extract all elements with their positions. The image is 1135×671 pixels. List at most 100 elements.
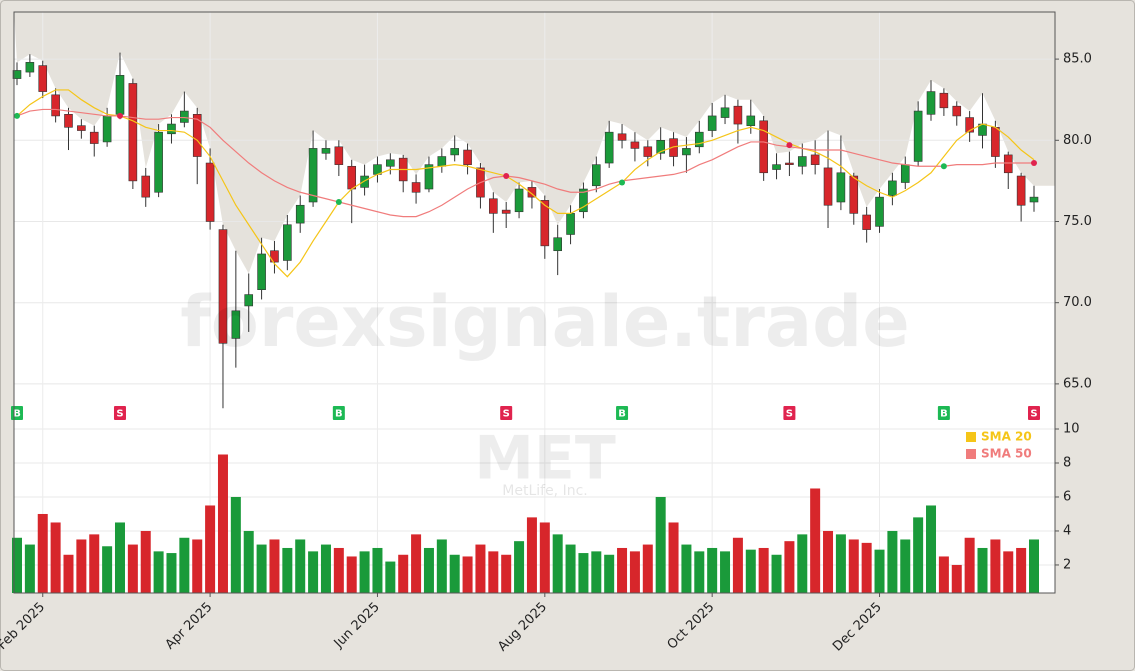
candle-body [360, 175, 369, 188]
signal-badge [1028, 406, 1040, 420]
volume-bar [642, 544, 653, 593]
signal-badge [332, 406, 345, 420]
signal-badge [500, 406, 513, 420]
volume-bar [655, 496, 666, 593]
y-tick-label: 75.0 [1063, 214, 1092, 229]
candle-body [244, 294, 254, 307]
candle-body [617, 133, 627, 141]
signal-dot [619, 179, 626, 186]
candle-body [501, 209, 511, 214]
candle-body [489, 198, 498, 214]
candle-body [965, 117, 974, 133]
candle-body [38, 65, 48, 92]
volume-bar [707, 547, 718, 593]
candle-body [450, 148, 459, 156]
signal-label: B [940, 409, 948, 420]
volume-bar [372, 547, 383, 593]
volume-bar [604, 554, 615, 593]
candle-body [733, 105, 743, 125]
volume-bar [964, 537, 975, 593]
volume-bar [771, 554, 782, 593]
candle-body [952, 105, 962, 117]
candle-body [875, 196, 884, 227]
price-shade [14, 12, 1055, 274]
volume-bar [102, 546, 113, 593]
candle-body [115, 75, 125, 115]
candle-body [849, 175, 859, 214]
signal-dot [335, 199, 342, 206]
candle-body [630, 141, 640, 149]
candle-body [746, 115, 756, 126]
signal-dot [14, 112, 20, 119]
candle-body [527, 187, 537, 198]
candle-body [1016, 175, 1026, 206]
volume-bar [951, 564, 962, 593]
candle-body [102, 115, 112, 143]
candle-body [797, 156, 807, 167]
candle-body [926, 91, 936, 115]
candle-body [836, 172, 846, 203]
candle-body [51, 94, 60, 117]
volume-bar [217, 454, 228, 593]
volume-bar [758, 547, 769, 593]
y-tick-label: 70.0 [1063, 295, 1092, 310]
candle-body [540, 200, 550, 247]
volume-bar [552, 534, 563, 593]
volume-bar [398, 554, 409, 593]
candle-body [321, 148, 331, 154]
signal-dot [940, 163, 947, 170]
signal-badge [937, 406, 950, 420]
candle-body [424, 164, 434, 190]
candle-body [154, 131, 163, 193]
volume-bar [629, 551, 640, 593]
signal-badge [783, 406, 796, 420]
volume-bar [320, 544, 331, 593]
volume-bar [346, 556, 357, 593]
volume-bar [926, 505, 937, 593]
candle-body [862, 214, 871, 230]
y-tick-label: 65.0 [1063, 376, 1092, 391]
candle-body [89, 131, 99, 144]
candle-body [669, 138, 678, 157]
volume-bar [449, 554, 460, 593]
volume-bar [24, 544, 35, 593]
volume-bar [977, 547, 988, 593]
signal-label: S [1030, 409, 1037, 420]
candle-body [437, 156, 447, 167]
volume-bar [333, 547, 344, 593]
candle-body [785, 162, 794, 165]
sma-line [16, 89, 1035, 278]
volume-bar [37, 513, 48, 593]
candle-body [694, 131, 704, 148]
candle-body [991, 127, 1000, 157]
legend-swatch [966, 432, 976, 442]
volume-bar [797, 534, 808, 593]
volume-bar [823, 530, 834, 593]
signal-label: B [335, 409, 343, 420]
volume-bar [475, 544, 486, 593]
volume-bar [617, 547, 628, 593]
volume-bar [385, 561, 396, 593]
volume-bar [1003, 551, 1014, 593]
volume-bar [89, 534, 100, 593]
y-tick-label: 2 [1063, 557, 1071, 572]
volume-bar [810, 488, 821, 593]
volume-bar [1029, 539, 1039, 593]
volume-bar [578, 553, 589, 593]
legend-label: SMA 20 [981, 430, 1032, 444]
y-tick-label: 10 [1063, 422, 1080, 437]
candle-body [25, 62, 35, 73]
volume-bar [179, 537, 190, 593]
volume-bar [127, 544, 138, 593]
volume-bar [835, 534, 846, 593]
volume-bar [900, 539, 911, 593]
candle-body [257, 253, 266, 290]
y-tick-label: 8 [1063, 455, 1071, 470]
volume-bar [256, 544, 267, 593]
candle-body [308, 148, 318, 203]
signal-dot [116, 112, 123, 119]
signal-dot [1031, 160, 1037, 167]
volume-bar [50, 522, 61, 593]
volume-bar [243, 530, 254, 593]
